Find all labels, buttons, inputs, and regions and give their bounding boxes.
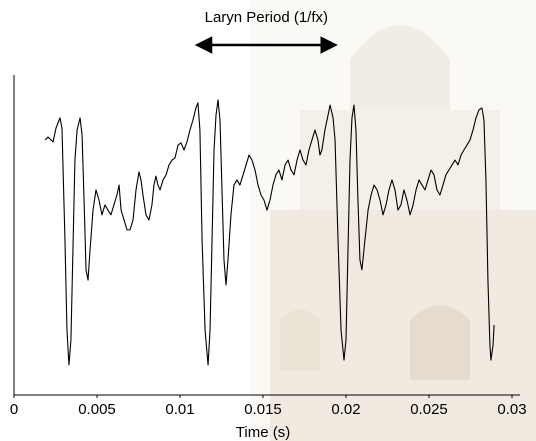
- x-tick-label: 0.005: [78, 401, 116, 418]
- x-tick-label: 0.03: [497, 401, 526, 418]
- x-tick-label: 0.02: [331, 401, 360, 418]
- x-tick-label: 0.025: [410, 401, 448, 418]
- x-tick-label: 0: [10, 401, 18, 418]
- waveform-line: [44, 99, 495, 366]
- annotation-text: Laryn Period (1/fx): [205, 9, 328, 26]
- x-tick-label: 0.015: [244, 401, 282, 418]
- x-axis-label: Time (s): [236, 424, 290, 441]
- x-tick-label: 0.01: [165, 401, 194, 418]
- background-building: [250, 0, 536, 441]
